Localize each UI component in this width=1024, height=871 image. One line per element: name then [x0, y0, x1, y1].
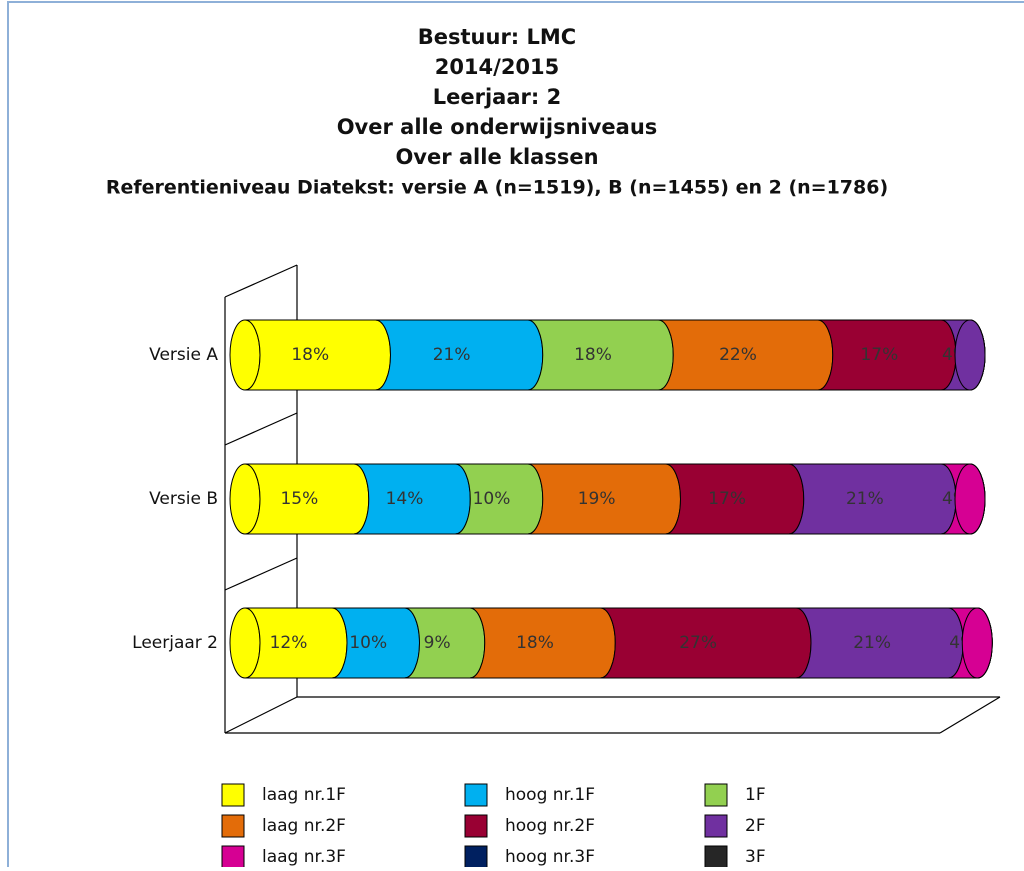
legend-swatch: [464, 845, 488, 869]
data-label: 18%: [291, 345, 329, 365]
legend-swatch: [221, 783, 245, 807]
bar-cap: [954, 319, 986, 391]
chart-title: Over alle klassen: [395, 145, 598, 169]
data-label: 19%: [578, 489, 616, 509]
legend-swatch: [704, 845, 728, 869]
data-label: 10%: [349, 633, 387, 653]
chart-title: 2014/2015: [435, 55, 560, 79]
frame: [7, 1, 1024, 871]
legend-swatch: [221, 814, 245, 838]
legend-label: laag nr.3F: [262, 847, 346, 867]
legend-swatch: [704, 814, 728, 838]
bar-cap: [954, 463, 986, 535]
data-label: 9%: [424, 633, 451, 653]
legend-label: laag nr.1F: [262, 785, 346, 805]
legend-label: laag nr.2F: [262, 816, 346, 836]
legend-swatch: [464, 783, 488, 807]
bar-cap: [961, 607, 993, 679]
legend-swatch: [464, 814, 488, 838]
data-label: 18%: [516, 633, 554, 653]
y-tick-label: Versie B: [149, 489, 218, 509]
data-label: 18%: [574, 345, 612, 365]
chart-title: Bestuur: LMC: [418, 25, 576, 49]
data-label: 21%: [853, 633, 891, 653]
data-label: 14%: [386, 489, 424, 509]
data-label: 21%: [433, 345, 471, 365]
legend-label: 1F: [745, 785, 766, 805]
legend-swatch: [704, 783, 728, 807]
data-label: 12%: [270, 633, 308, 653]
data-label: 22%: [719, 345, 757, 365]
data-label: 21%: [846, 489, 884, 509]
data-label: 10%: [473, 489, 511, 509]
legend-swatch: [221, 845, 245, 869]
legend-label: 2F: [745, 816, 766, 836]
legend-label: 3F: [745, 847, 766, 867]
data-label: 15%: [280, 489, 318, 509]
data-label: 17%: [708, 489, 746, 509]
data-label: 27%: [679, 633, 717, 653]
chart-title: Referentieniveau Diatekst: versie A (n=1…: [106, 177, 888, 199]
legend-label: hoog nr.3F: [505, 847, 595, 867]
y-tick-label: Versie A: [149, 345, 218, 365]
data-label: 17%: [860, 345, 898, 365]
y-tick-label: Leerjaar 2: [132, 633, 218, 653]
legend-label: hoog nr.2F: [505, 816, 595, 836]
chart-title: Over alle onderwijsniveaus: [337, 115, 658, 139]
legend-label: hoog nr.1F: [505, 785, 595, 805]
chart-title: Leerjaar: 2: [433, 85, 561, 109]
